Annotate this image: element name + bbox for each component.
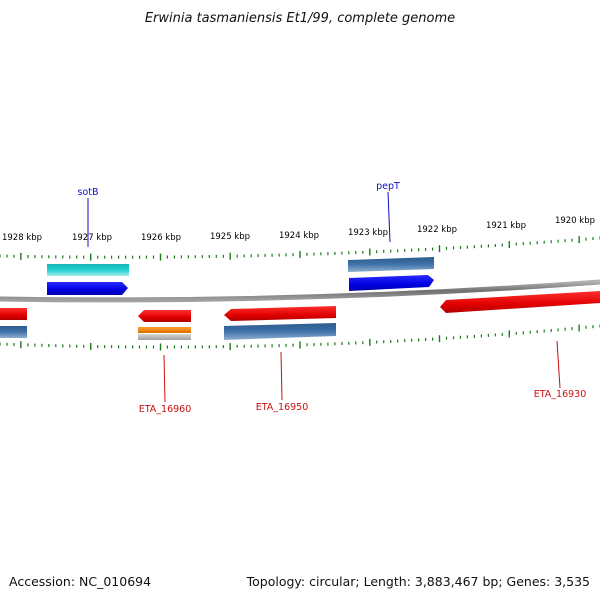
label-sotB[interactable]: sotB [77, 187, 98, 198]
cds-sotB[interactable] [47, 282, 128, 295]
map-title: Erwinia tasmaniensis Et1/99, complete ge… [145, 11, 455, 26]
label-eta16960[interactable]: ETA_16960 [139, 404, 192, 415]
rna-eta16960-orange[interactable] [138, 327, 191, 333]
accession-text: Accession: NC_010694 [9, 574, 151, 589]
scale-label-1925: 1925 kbp [210, 232, 250, 242]
gene-left-edge[interactable] [0, 326, 27, 338]
label-eta16930[interactable]: ETA_16930 [534, 389, 587, 400]
leader-eta16950 [280, 351, 283, 401]
forward-features [47, 257, 434, 295]
scale-label-1921: 1921 kbp [486, 221, 526, 231]
gene-labels: sotB pepT ETA_16960 ETA_16950 ETA_16930 [77, 181, 586, 415]
scale-label-1923: 1923 kbp [348, 228, 388, 238]
scale-ticks-top [0, 236, 600, 261]
scale-label-1920: 1920 kbp [555, 216, 595, 226]
gene-eta16950[interactable] [224, 323, 336, 340]
scale-label-1924: 1924 kbp [279, 231, 319, 241]
scale-label-1926: 1926 kbp [141, 233, 181, 243]
leader-eta16960 [163, 354, 166, 403]
gene-pepT[interactable] [348, 257, 434, 272]
genome-backbone [0, 279, 600, 303]
scale-labels: 1928 kbp 1927 kbp 1926 kbp 1925 kbp 1924… [2, 216, 595, 243]
topology-text: Topology: circular; Length: 3,883,467 bp… [246, 574, 590, 589]
cds-left-edge[interactable] [0, 308, 27, 320]
rna-feature-cyan[interactable] [47, 264, 129, 276]
label-eta16950[interactable]: ETA_16950 [256, 402, 309, 413]
cds-eta16960[interactable] [138, 310, 191, 322]
cds-pepT[interactable] [349, 275, 434, 291]
cds-eta16950[interactable] [224, 306, 336, 321]
leader-eta16930 [556, 340, 561, 389]
rna-eta16960-gray[interactable] [138, 334, 191, 340]
scale-label-1922: 1922 kbp [417, 225, 457, 235]
scale-label-1928: 1928 kbp [2, 233, 42, 243]
leader-pepT [387, 191, 391, 243]
label-pepT[interactable]: pepT [376, 181, 400, 192]
scale-ticks-bottom [0, 324, 600, 351]
cds-eta16930[interactable] [440, 291, 600, 313]
reverse-features [0, 291, 600, 340]
scale-label-1927: 1927 kbp [72, 233, 112, 243]
